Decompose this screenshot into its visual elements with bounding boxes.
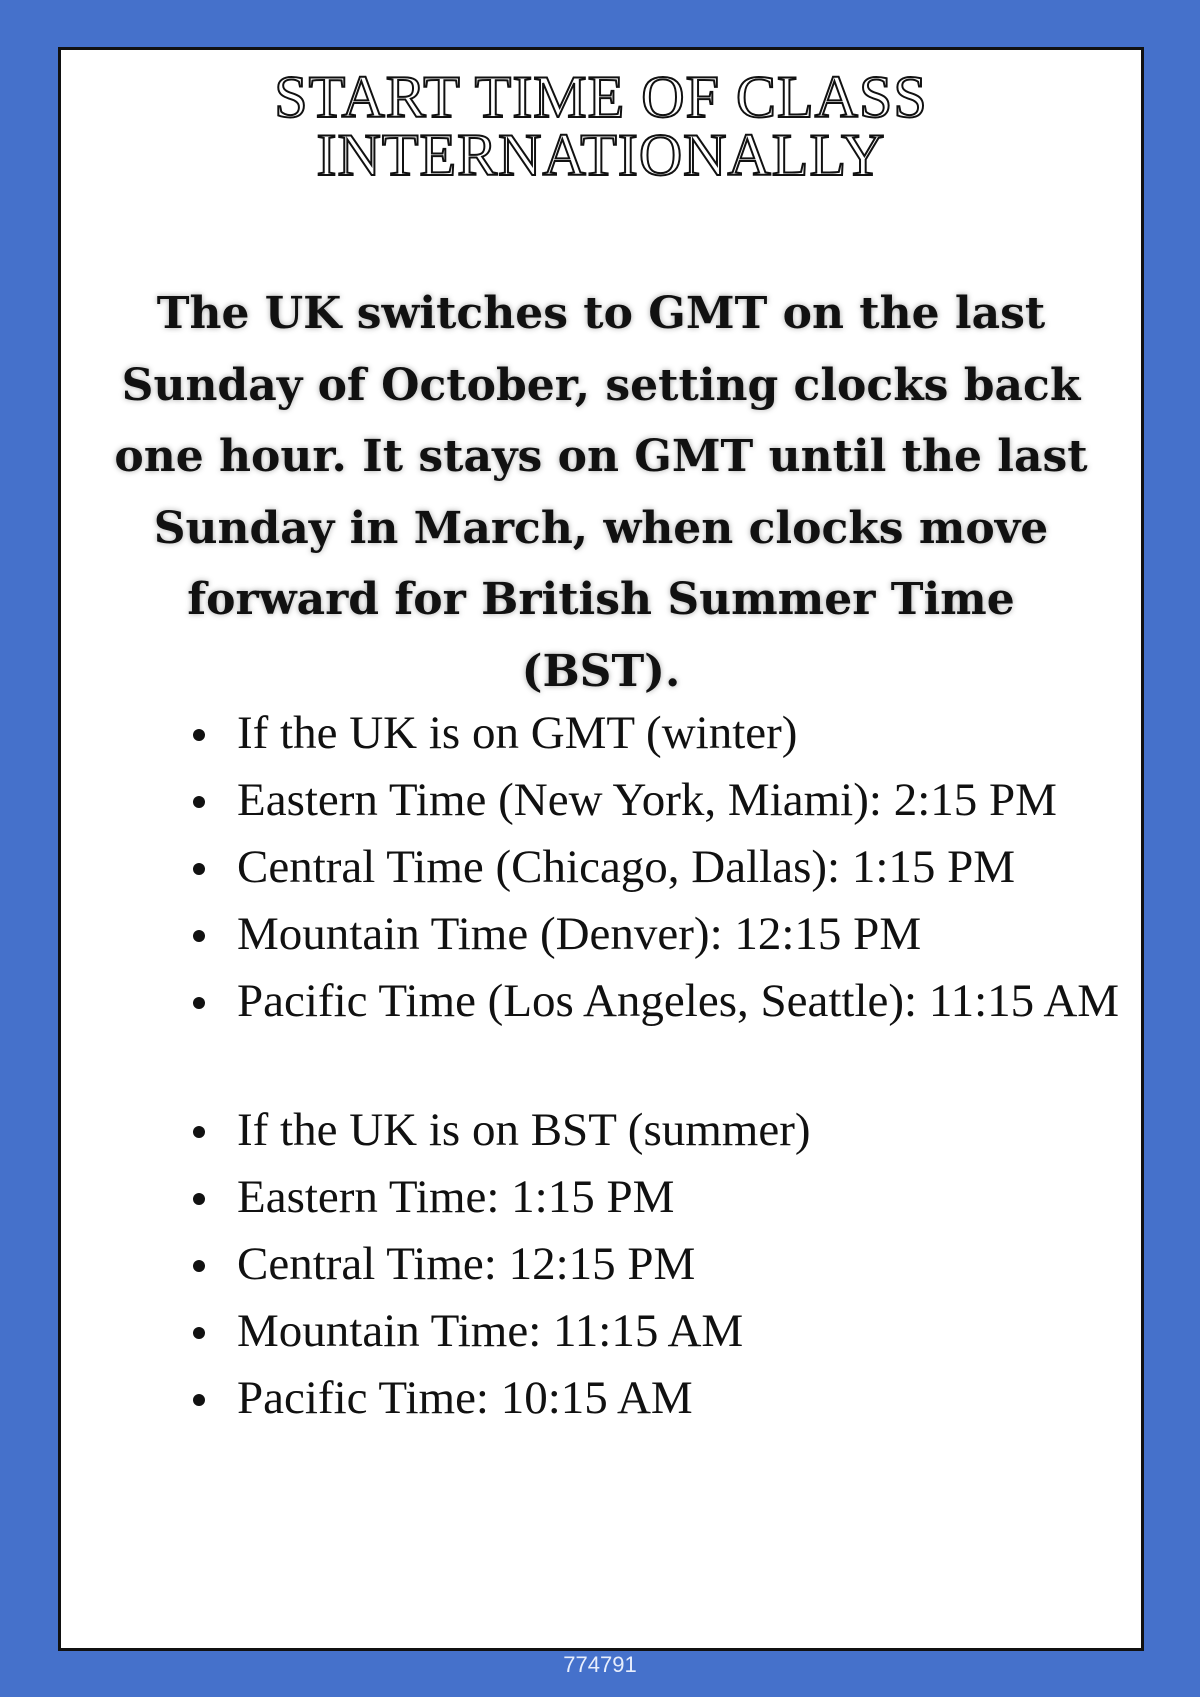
document-card: START TIME OF CLASS INTERNATIONALLY The … [58, 47, 1144, 1651]
list-item: Eastern Time (New York, Miami): 2:15 PM [179, 767, 1119, 834]
list-item: Mountain Time (Denver): 12:15 PM [179, 901, 1119, 968]
winter-list: If the UK is on GMT (winter) Eastern Tim… [179, 700, 1119, 1035]
intro-paragraph: The UK switches to GMT on the last Sunda… [114, 288, 1088, 697]
list-item: Pacific Time (Los Angeles, Seattle): 11:… [179, 968, 1119, 1035]
list-item: Central Time (Chicago, Dallas): 1:15 PM [179, 834, 1119, 901]
list-item: Central Time: 12:15 PM [179, 1231, 811, 1298]
footer-id: 774791 [563, 1652, 637, 1677]
list-item: If the UK is on BST (summer) [179, 1097, 811, 1164]
list-item: Mountain Time: 11:15 AM [179, 1298, 811, 1365]
list-item: Pacific Time: 10:15 AM [179, 1365, 811, 1432]
summer-list: If the UK is on BST (summer) Eastern Tim… [179, 1097, 811, 1432]
page-title: START TIME OF CLASS INTERNATIONALLY [61, 66, 1141, 186]
list-item: If the UK is on GMT (winter) [179, 700, 1119, 767]
title-line-1: START TIME OF CLASS [273, 64, 928, 130]
list-item: Eastern Time: 1:15 PM [179, 1164, 811, 1231]
title-line-2: INTERNATIONALLY [316, 122, 886, 188]
